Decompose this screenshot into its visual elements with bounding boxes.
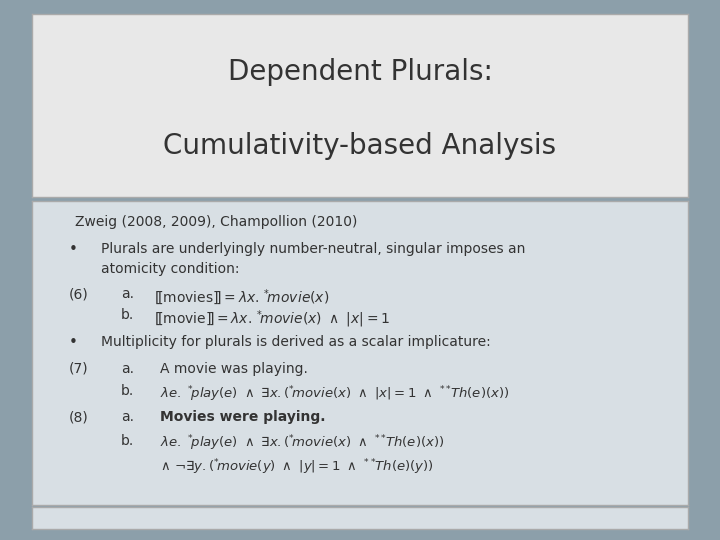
Text: (6): (6) xyxy=(68,287,88,301)
Text: Multiplicity for plurals is derived as a scalar implicature:: Multiplicity for plurals is derived as a… xyxy=(102,335,491,349)
Text: b.: b. xyxy=(121,384,134,398)
Text: •: • xyxy=(68,335,77,350)
Text: $\lambda e.\ ^{*}\!play(e)\ \wedge\ \exists x.(^{*}\!movie(x)\ \wedge\ ^{**}\!Th: $\lambda e.\ ^{*}\!play(e)\ \wedge\ \exi… xyxy=(160,434,445,453)
Text: (7): (7) xyxy=(68,362,88,376)
Text: (8): (8) xyxy=(68,410,88,424)
Text: Movies were playing.: Movies were playing. xyxy=(160,410,325,424)
Text: $\lambda e.\ ^{*}\!play(e)\ \wedge\ \exists x.(^{*}\!movie(x)\ \wedge\ |x|=1\ \w: $\lambda e.\ ^{*}\!play(e)\ \wedge\ \exi… xyxy=(160,384,510,404)
Text: b.: b. xyxy=(121,308,134,322)
Text: Zweig (2008, 2009), Champollion (2010): Zweig (2008, 2009), Champollion (2010) xyxy=(75,215,357,229)
Text: Dependent Plurals:: Dependent Plurals: xyxy=(228,58,492,86)
Text: Plurals are underlyingly number-neutral, singular imposes an: Plurals are underlyingly number-neutral,… xyxy=(102,242,526,256)
Text: b.: b. xyxy=(121,434,134,448)
Text: •: • xyxy=(68,242,77,258)
Text: atomicity condition:: atomicity condition: xyxy=(102,262,240,276)
Text: $\wedge\ \neg\exists y.(^{*}\!movie(y)\ \wedge\ |y|=1\ \wedge\ ^{**}\!Th(e)(y))$: $\wedge\ \neg\exists y.(^{*}\!movie(y)\ … xyxy=(160,458,434,477)
Text: A movie was playing.: A movie was playing. xyxy=(160,362,308,376)
Text: $[\![$movies$]\!] = \lambda x.\ \!^{*}\!movie(x)$: $[\![$movies$]\!] = \lambda x.\ \!^{*}\!… xyxy=(153,287,329,307)
Text: a.: a. xyxy=(121,287,134,301)
Text: a.: a. xyxy=(121,362,134,376)
Text: $[\![$movie$]\!] = \lambda x.\ \!^{*}\!movie(x)\ \wedge\ |x| = 1$: $[\![$movie$]\!] = \lambda x.\ \!^{*}\!m… xyxy=(153,308,390,330)
Text: Cumulativity-based Analysis: Cumulativity-based Analysis xyxy=(163,132,557,160)
Text: a.: a. xyxy=(121,410,134,424)
